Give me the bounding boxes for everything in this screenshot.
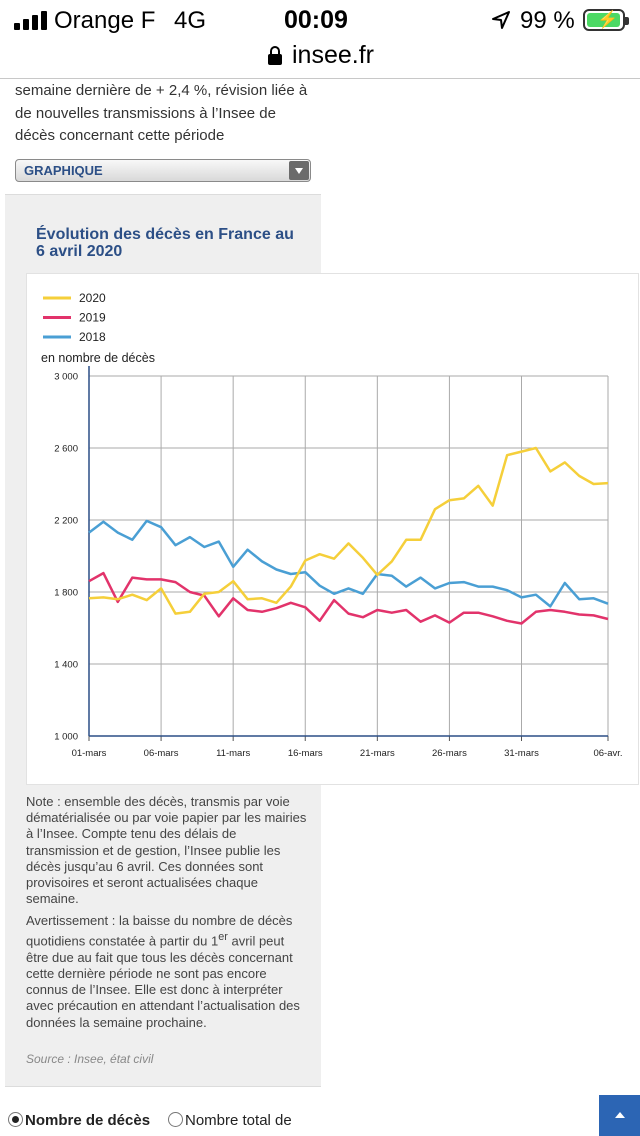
chevron-down-icon (289, 161, 309, 180)
carrier-name: Orange F (54, 7, 156, 34)
warning-superscript: er (218, 931, 228, 944)
status-bar: Orange F 4G 00:09 99 % ⚡ (0, 0, 640, 40)
intro-paragraph: semaine dernière de + 2,4 %, révision li… (15, 82, 308, 144)
x-tick-label: 06-mars (144, 748, 179, 759)
x-tick-label: 06-avr. (593, 748, 622, 759)
radio-nombre-total[interactable]: Nombre total de (168, 1112, 292, 1129)
chart-container: 2020 2019 2018 en nombre de décès 1 000 1 400… (26, 273, 639, 785)
address-bar[interactable]: insee.fr (0, 40, 640, 79)
series-line-2019 (88, 571, 609, 625)
radio-unchecked-icon[interactable] (168, 1112, 183, 1127)
x-tick-label: 16-mars (288, 748, 323, 759)
x-tick-label: 31-mars (504, 748, 539, 759)
x-tick-label: 21-mars (360, 748, 395, 759)
chart-title: Évolution des décès en France au 6 avril… (36, 226, 294, 260)
battery-percentage: 99 % (520, 7, 575, 34)
series-line-2020 (88, 446, 609, 615)
radio-nombre-deces[interactable]: Nombre de décès (8, 1112, 150, 1129)
lock-icon (268, 46, 282, 65)
legend-label-2019: 2019 (79, 311, 106, 325)
x-tick-label: 26-mars (432, 748, 467, 759)
url-text[interactable]: insee.fr (292, 41, 374, 69)
radio-label: Nombre total de (185, 1112, 292, 1129)
y-tick-label: 1 400 (54, 660, 78, 671)
x-tick-label: 11-mars (216, 748, 250, 759)
back-to-top-button[interactable] (599, 1095, 640, 1136)
location-arrow-icon (492, 11, 510, 29)
y-tick-label: 1 800 (54, 588, 78, 599)
x-tick-label: 01-mars (72, 748, 107, 759)
view-select-value: GRAPHIQUE (24, 163, 103, 178)
signal-icon (14, 10, 47, 30)
radio-checked-icon[interactable] (8, 1112, 23, 1127)
clock: 00:09 (284, 6, 348, 34)
warning-text-end: avril peut être due au fait que tous les… (26, 933, 300, 1030)
chart-source: Source : Insee, état civil (26, 1052, 154, 1066)
y-axis-title: en nombre de décès (41, 351, 155, 365)
legend-label-2018: 2018 (79, 330, 106, 344)
line-chart: 2020 2019 2018 en nombre de décès 1 000 1 400… (41, 291, 623, 759)
warning-text-start: Avertissement : la baisse du nombre de d… (26, 913, 293, 949)
radio-label: Nombre de décès (25, 1112, 151, 1129)
view-select[interactable]: GRAPHIQUE (15, 159, 311, 182)
y-tick-label: 1 000 (54, 732, 78, 743)
y-tick-label: 3 000 (54, 372, 78, 383)
y-tick-label: 2 600 (54, 444, 78, 455)
series-line-2018 (88, 519, 609, 608)
battery-icon: ⚡ (583, 9, 629, 31)
y-tick-label: 2 200 (54, 516, 78, 527)
chart-note: Note : ensemble des décès, transmis par … (26, 794, 307, 907)
network-type: 4G (174, 7, 207, 34)
chart-warning: Avertissement : la baisse du nombre de d… (26, 913, 308, 1031)
legend-label-2020: 2020 (79, 291, 106, 305)
